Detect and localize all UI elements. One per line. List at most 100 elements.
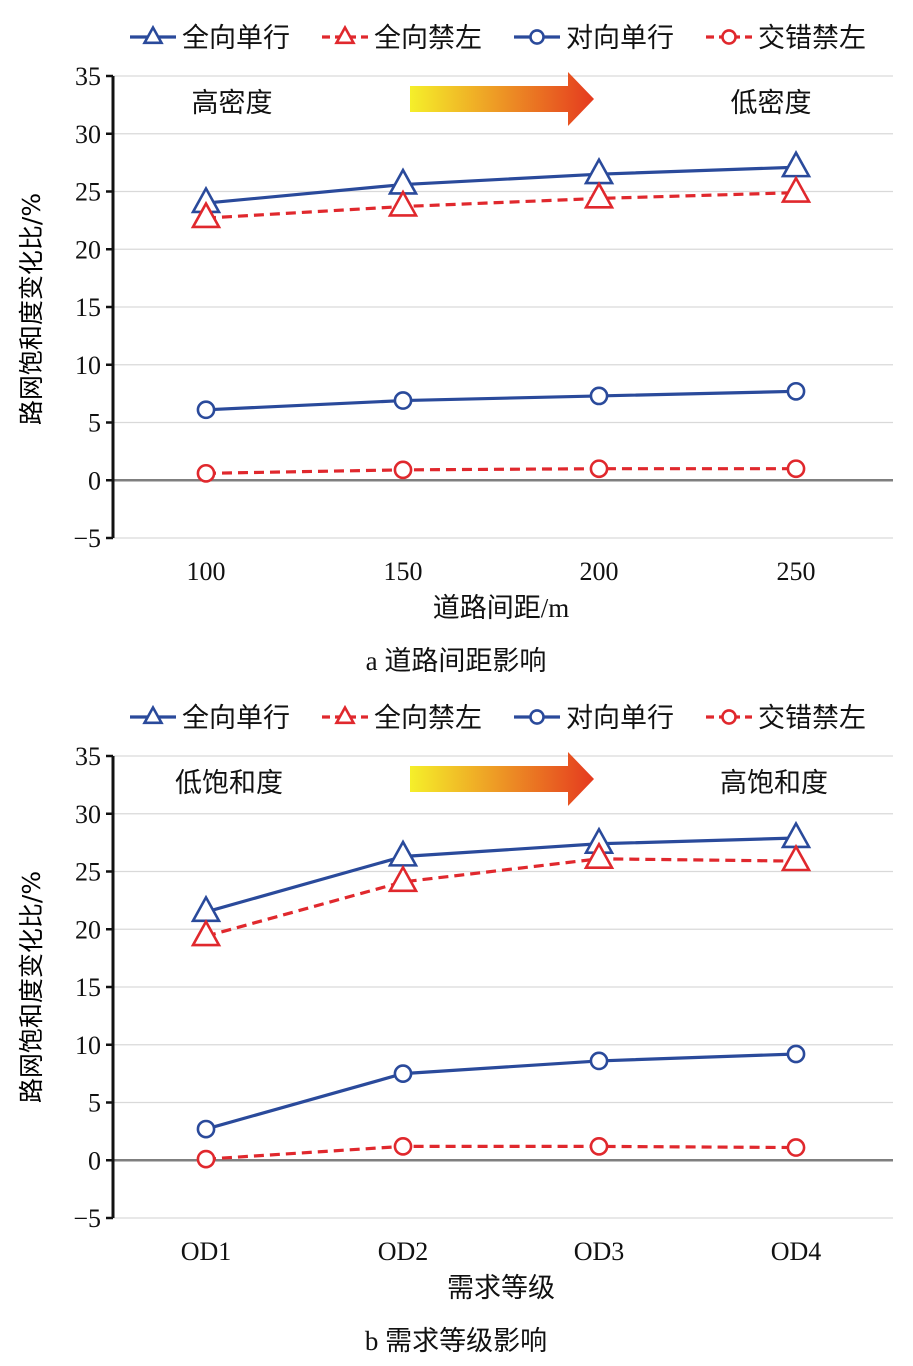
triangle-point (190, 918, 222, 947)
series-全向禁左 (190, 175, 812, 229)
x-tick-label: OD2 (378, 1237, 429, 1266)
legend: 全向单行 全向禁左 对向单行 交错禁左 (130, 703, 866, 734)
legend-label: 交错禁左 (758, 23, 866, 54)
legend-label: 交错禁左 (758, 703, 866, 734)
legend-item: 对向单行 (514, 703, 674, 734)
legend-item: 全向单行 (130, 23, 290, 54)
y-tick-label: 0 (88, 466, 101, 495)
legend-triangle-marker (142, 24, 164, 45)
series-line (205, 191, 797, 220)
y-tick-label: 35 (75, 62, 101, 91)
y-tick-label: 25 (75, 178, 101, 207)
y-tick-label: 10 (75, 1031, 101, 1060)
legend-item: 对向单行 (514, 23, 674, 54)
legend-triangle-marker (334, 704, 356, 725)
x-tick-label: 150 (384, 557, 423, 586)
series-全向禁左 (190, 841, 812, 947)
legend-circle-marker (721, 709, 737, 725)
y-tick-label: 25 (75, 858, 101, 887)
circle-point (196, 1149, 216, 1169)
y-axis-title: 路网饱和度变化比/% (17, 193, 46, 425)
legend-label: 对向单行 (566, 703, 674, 734)
annotations: 高密度 低密度 (192, 72, 812, 126)
chart-b: 全向单行 全向禁左 对向单行 交错禁左 −5 0 5 10 15 20 25 30 35 OD1 OD2 O… (17, 703, 893, 1356)
legend-circle-marker (529, 709, 545, 725)
series-对向单行 (196, 1044, 806, 1139)
series-交错禁左 (196, 459, 806, 483)
x-axis-title: 道路间距/m (433, 593, 570, 623)
chart-caption: b 需求等级影响 (365, 1326, 547, 1356)
y-tick-label: 5 (88, 1089, 101, 1118)
y-tick-label: 20 (75, 915, 101, 944)
triangle-point (780, 843, 812, 872)
legend-circle-marker (721, 29, 737, 45)
chart-caption: a 道路间距影响 (366, 646, 547, 676)
series-交错禁左 (196, 1137, 806, 1169)
series-line (205, 389, 797, 412)
series-line (205, 1052, 797, 1131)
annotation-right: 高饱和度 (720, 768, 828, 799)
legend-label: 全向单行 (182, 23, 290, 54)
y-tick-label: 5 (88, 409, 101, 438)
axes: −5 0 5 10 15 20 25 30 35 100 150 200 250 (73, 62, 815, 586)
series-全向单行 (190, 820, 812, 923)
legend-label: 全向禁左 (374, 23, 482, 54)
y-tick-label: −5 (73, 524, 101, 553)
x-tick-label: OD1 (181, 1237, 232, 1266)
circle-point (786, 459, 806, 479)
annotation-right: 低密度 (731, 88, 812, 119)
circle-point (786, 1138, 806, 1157)
annotations: 低饱和度 高饱和度 (175, 752, 828, 806)
y-axis-title: 路网饱和度变化比/% (17, 871, 46, 1103)
triangle-point (583, 181, 615, 209)
triangle-point (780, 175, 812, 203)
circle-point (786, 1044, 806, 1064)
circle-point (196, 400, 216, 420)
y-tick-label: 35 (75, 742, 101, 771)
triangle-point (780, 150, 812, 178)
legend-label: 对向单行 (566, 23, 674, 54)
legend-label: 全向禁左 (374, 703, 482, 734)
circle-point (393, 391, 413, 410)
circle-point (393, 460, 413, 480)
gridlines (113, 755, 893, 1219)
triangle-point (190, 200, 222, 229)
y-tick-label: 20 (75, 235, 101, 264)
legend-label: 全向单行 (182, 703, 290, 734)
y-tick-label: 30 (75, 800, 101, 829)
y-tick-label: 0 (88, 1146, 101, 1175)
x-tick-label: 100 (187, 557, 226, 586)
series-对向单行 (196, 381, 806, 420)
trend-arrow (410, 72, 594, 126)
y-tick-label: −5 (73, 1204, 101, 1233)
legend-circle-marker (529, 29, 545, 45)
circle-point (589, 1051, 609, 1071)
circle-point (589, 1137, 609, 1156)
circle-point (589, 386, 609, 406)
triangle-point (583, 156, 615, 185)
triangle-point (583, 841, 615, 869)
y-tick-label: 30 (75, 120, 101, 149)
legend-triangle-marker (142, 704, 164, 725)
y-tick-label: 15 (75, 973, 101, 1002)
legend: 全向单行 全向禁左 对向单行 交错禁左 (130, 23, 866, 54)
y-tick-label: 10 (75, 351, 101, 380)
series-layer (190, 820, 812, 1169)
circle-point (393, 1064, 413, 1084)
series-layer (190, 150, 812, 483)
y-tick-label: 15 (75, 293, 101, 322)
legend-triangle-marker (334, 24, 356, 45)
x-tick-label: 250 (777, 557, 816, 586)
annotation-left: 低饱和度 (175, 768, 283, 799)
x-tick-label: OD4 (771, 1237, 822, 1266)
legend-item: 全向单行 (130, 703, 290, 734)
triangle-point (387, 864, 419, 893)
triangle-point (387, 189, 419, 217)
triangle-point (387, 839, 419, 867)
legend-item: 交错禁左 (706, 23, 866, 54)
circle-point (196, 463, 216, 483)
series-line (205, 165, 797, 205)
circle-point (393, 1137, 413, 1156)
annotation-left: 高密度 (192, 88, 273, 119)
legend-item: 全向禁左 (322, 703, 482, 734)
